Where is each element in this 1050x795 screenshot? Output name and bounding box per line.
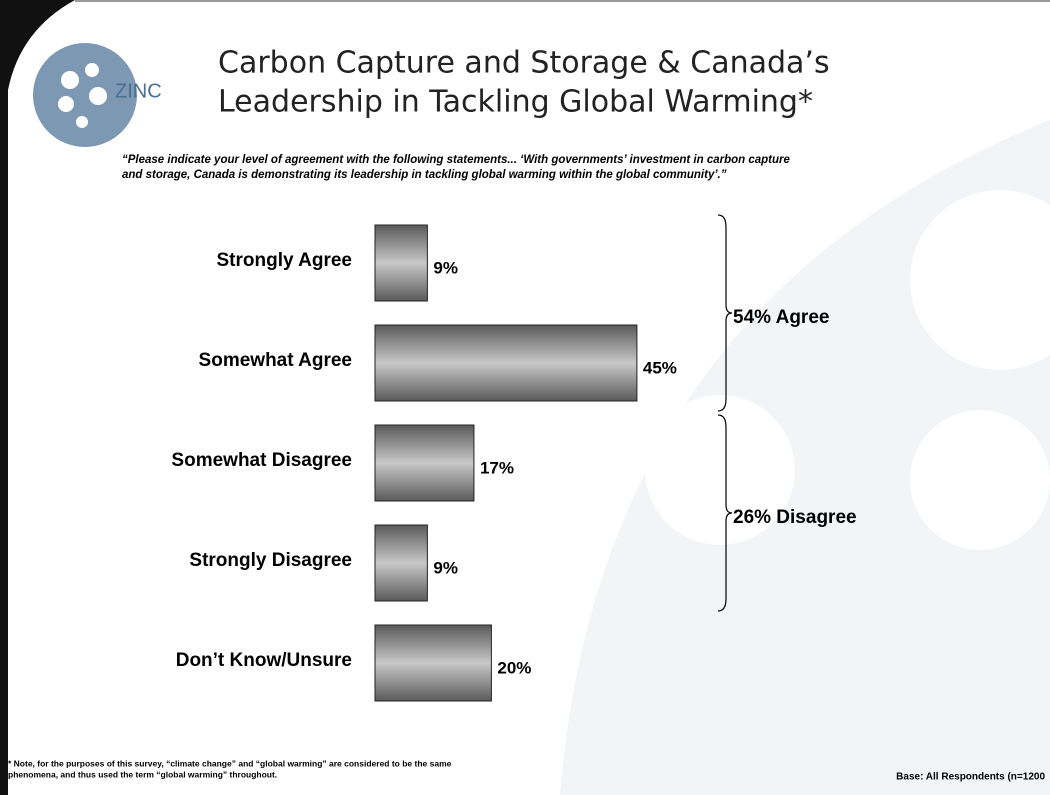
chart-title: Carbon Capture and Storage & Canada’s bbox=[218, 46, 830, 81]
category-label: Don’t Know/Unsure bbox=[176, 650, 352, 671]
base-note: Base: All Respondents (n=1200 bbox=[896, 772, 1045, 783]
background-circles bbox=[630, 190, 1050, 550]
footnote: * Note, for the purposes of this survey,… bbox=[8, 758, 452, 768]
footnote: phenomena, and thus used the term “globa… bbox=[8, 769, 277, 779]
bar bbox=[374, 424, 475, 502]
logo-text: ZINC bbox=[115, 80, 162, 102]
bar bbox=[374, 624, 492, 702]
value-label: 9% bbox=[433, 558, 458, 577]
category-label: Somewhat Disagree bbox=[171, 450, 352, 471]
category-label: Strongly Agree bbox=[217, 250, 353, 271]
chart-title: Leadership in Tackling Global Warming* bbox=[218, 85, 813, 120]
subtitle: “Please indicate your level of agreement… bbox=[122, 154, 790, 166]
bracket bbox=[717, 414, 733, 612]
corner-decoration bbox=[0, 0, 75, 795]
value-label: 20% bbox=[497, 658, 531, 677]
bracket-label: 26% Disagree bbox=[733, 507, 857, 528]
value-label: 17% bbox=[480, 458, 514, 477]
category-label: Strongly Disagree bbox=[189, 550, 352, 571]
value-label: 9% bbox=[433, 258, 458, 277]
bar bbox=[374, 524, 428, 602]
subtitle: and storage, Canada is demonstrating its… bbox=[122, 169, 727, 181]
category-label: Somewhat Agree bbox=[199, 350, 352, 371]
bracket-label: 54% Agree bbox=[733, 307, 829, 328]
bracket bbox=[717, 214, 733, 412]
value-label: 45% bbox=[643, 358, 677, 377]
logo: ZINC bbox=[33, 43, 162, 147]
bar bbox=[374, 224, 428, 302]
bar bbox=[374, 324, 638, 402]
